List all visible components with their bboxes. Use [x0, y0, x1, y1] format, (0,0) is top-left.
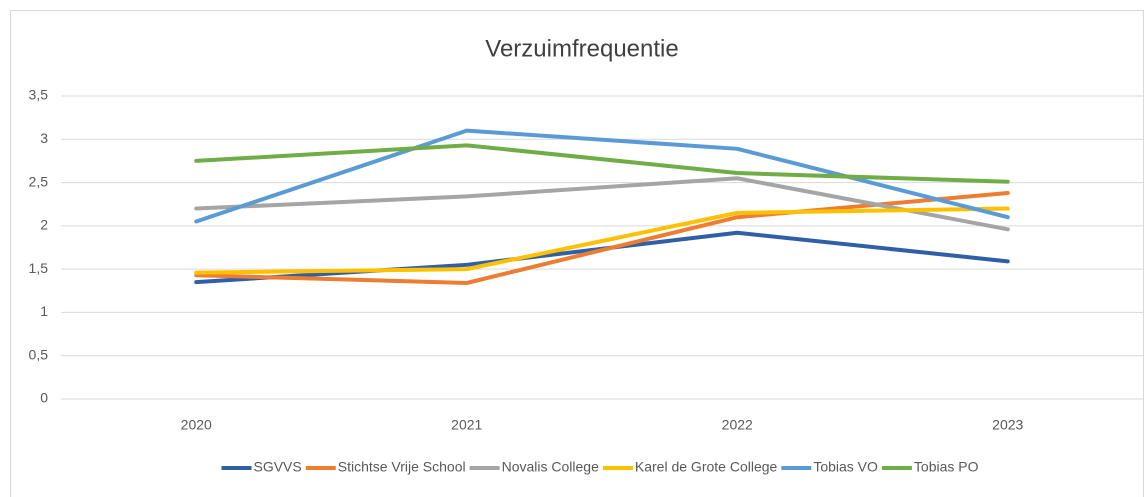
- legend-label: Tobias VO: [813, 459, 878, 475]
- series-line: [194, 176, 1010, 232]
- y-tick-label: 3: [40, 130, 48, 146]
- x-tick-label: 2022: [722, 417, 753, 433]
- legend-label: Karel de Grote College: [635, 459, 778, 475]
- series-line: [194, 128, 1010, 224]
- legend-label: Novalis College: [502, 459, 599, 475]
- x-tick-label: 2021: [451, 417, 482, 433]
- chart-title: Verzuimfrequentie: [485, 35, 678, 62]
- legend-label: SGVVS: [253, 459, 301, 475]
- x-tick-label: 2020: [181, 417, 212, 433]
- x-tick-label: 2023: [992, 417, 1023, 433]
- y-tick-label: 0,5: [29, 346, 49, 362]
- legend-label: Stichtse Vrije School: [338, 459, 466, 475]
- y-tick-label: 0: [40, 390, 48, 406]
- series-line: [194, 206, 1010, 275]
- series-line: [194, 143, 1010, 184]
- y-tick-label: 3,5: [29, 87, 49, 103]
- y-tick-label: 1: [40, 303, 48, 319]
- legend-label: Tobias PO: [914, 459, 979, 475]
- y-tick-label: 2: [40, 217, 48, 233]
- y-tick-label: 1,5: [29, 260, 49, 276]
- y-tick-label: 2,5: [29, 173, 49, 189]
